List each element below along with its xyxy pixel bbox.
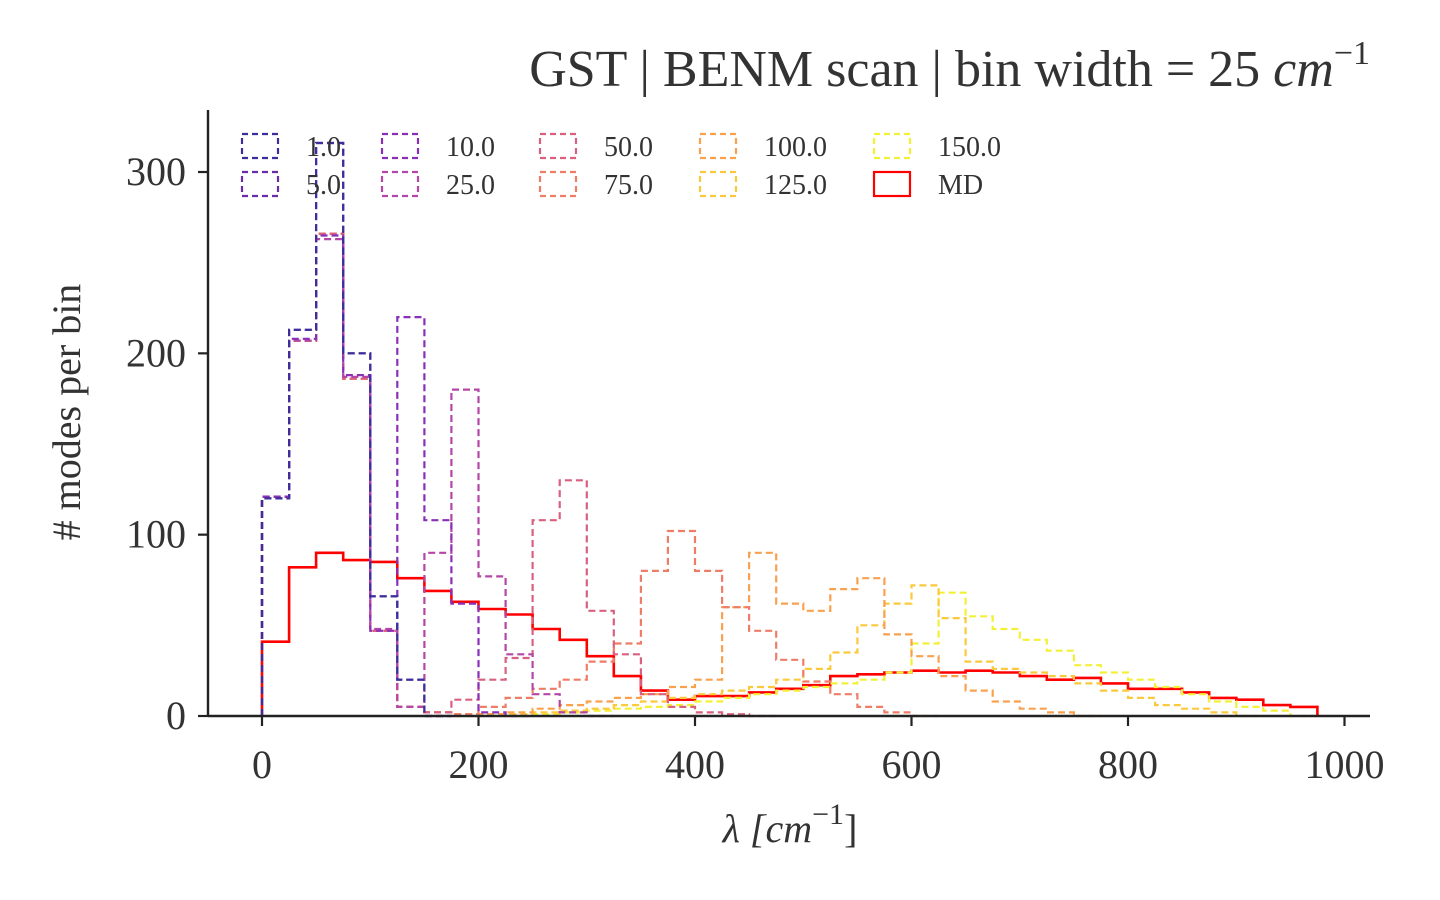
- series-layer: [260, 141, 1319, 718]
- y-tick-label: 100: [126, 512, 186, 557]
- legend-swatch: [538, 132, 578, 160]
- chart-title-text: GST | BENM scan | bin width = 25: [529, 41, 1273, 98]
- y-axis-label: # modes per bin: [44, 284, 89, 541]
- x-tick-label: 600: [882, 742, 942, 787]
- legend-label: MD: [938, 170, 983, 201]
- legend-item-150-0: 150.0: [872, 132, 1001, 163]
- x-tick-label: 200: [449, 742, 509, 787]
- legend-swatch: [240, 170, 280, 198]
- legend-label: 125.0: [764, 170, 827, 201]
- x-tick-label: 1000: [1305, 742, 1385, 787]
- series-10-0-histogram: [260, 234, 533, 718]
- y-tick-label: 0: [166, 693, 186, 738]
- series-5-0-histogram: [260, 141, 452, 718]
- legend-item-25-0: 25.0: [380, 170, 495, 201]
- legend-swatch: [872, 170, 912, 198]
- legend-label: 100.0: [764, 132, 827, 163]
- y-tick-label: 200: [126, 330, 186, 375]
- legend-item-75-0: 75.0: [538, 170, 653, 201]
- x-axis-label-bracket: ]: [844, 806, 857, 851]
- series-50-0-histogram: [260, 232, 777, 718]
- legend-label: 5.0: [306, 170, 341, 201]
- chart-title-unit: cm: [1273, 41, 1334, 98]
- series-125-0-histogram: [260, 232, 1264, 718]
- legend-label: 50.0: [604, 132, 653, 163]
- series-MD-histogram: [260, 551, 1319, 716]
- x-axis-label-lambda: λ [: [722, 806, 768, 851]
- series-75-0-histogram: [260, 232, 939, 718]
- legend-swatch: [872, 132, 912, 160]
- legend-swatch: [698, 170, 738, 198]
- legend-label: 25.0: [446, 170, 495, 201]
- legend-swatch: [538, 170, 578, 198]
- series-25-0-histogram: [260, 238, 614, 718]
- legend-item-1-0: 1.0: [240, 132, 341, 163]
- legend-item-125-0: 125.0: [698, 170, 827, 201]
- series-100-0-histogram: [260, 232, 1101, 718]
- legend-item-5-0: 5.0: [240, 170, 341, 201]
- x-tick-label: 400: [665, 742, 725, 787]
- legend-item-50-0: 50.0: [538, 132, 653, 163]
- x-tick-label: 0: [252, 742, 272, 787]
- x-tick-label: 800: [1098, 742, 1158, 787]
- x-axis-label: λ [cm−1]: [722, 798, 858, 851]
- legend-label: 1.0: [306, 132, 341, 163]
- legend-label: 150.0: [938, 132, 1001, 163]
- y-tick-label: 300: [126, 149, 186, 194]
- legend-swatch: [380, 170, 420, 198]
- legend-item-100-0: 100.0: [698, 132, 827, 163]
- legend-swatch: [698, 132, 738, 160]
- x-axis-label-superscript: −1: [812, 798, 844, 831]
- y-ticks: 0 100 200 300: [126, 149, 208, 738]
- chart-title-superscript: −1: [1334, 35, 1370, 72]
- legend: 1.0 5.0 10.0 25.0 50.0 75.0 100.0 125.0 150.0 MD: [240, 132, 1001, 201]
- legend-label: 75.0: [604, 170, 653, 201]
- legend-swatch: [380, 132, 420, 160]
- legend-label: 10.0: [446, 132, 495, 163]
- legend-swatch: [240, 132, 280, 160]
- x-axis-label-unit: cm: [766, 806, 813, 851]
- x-ticks: 0 200 400 600 800 1000: [252, 716, 1385, 787]
- series-150-0-histogram: [260, 232, 1318, 718]
- axes-layer: [206, 110, 1370, 718]
- series-1-0-histogram: [260, 141, 452, 718]
- legend-item-10-0: 10.0: [380, 132, 495, 163]
- chart-title: GST | BENM scan | bin width = 25 cm−1: [529, 35, 1370, 98]
- legend-item-MD: MD: [872, 170, 983, 201]
